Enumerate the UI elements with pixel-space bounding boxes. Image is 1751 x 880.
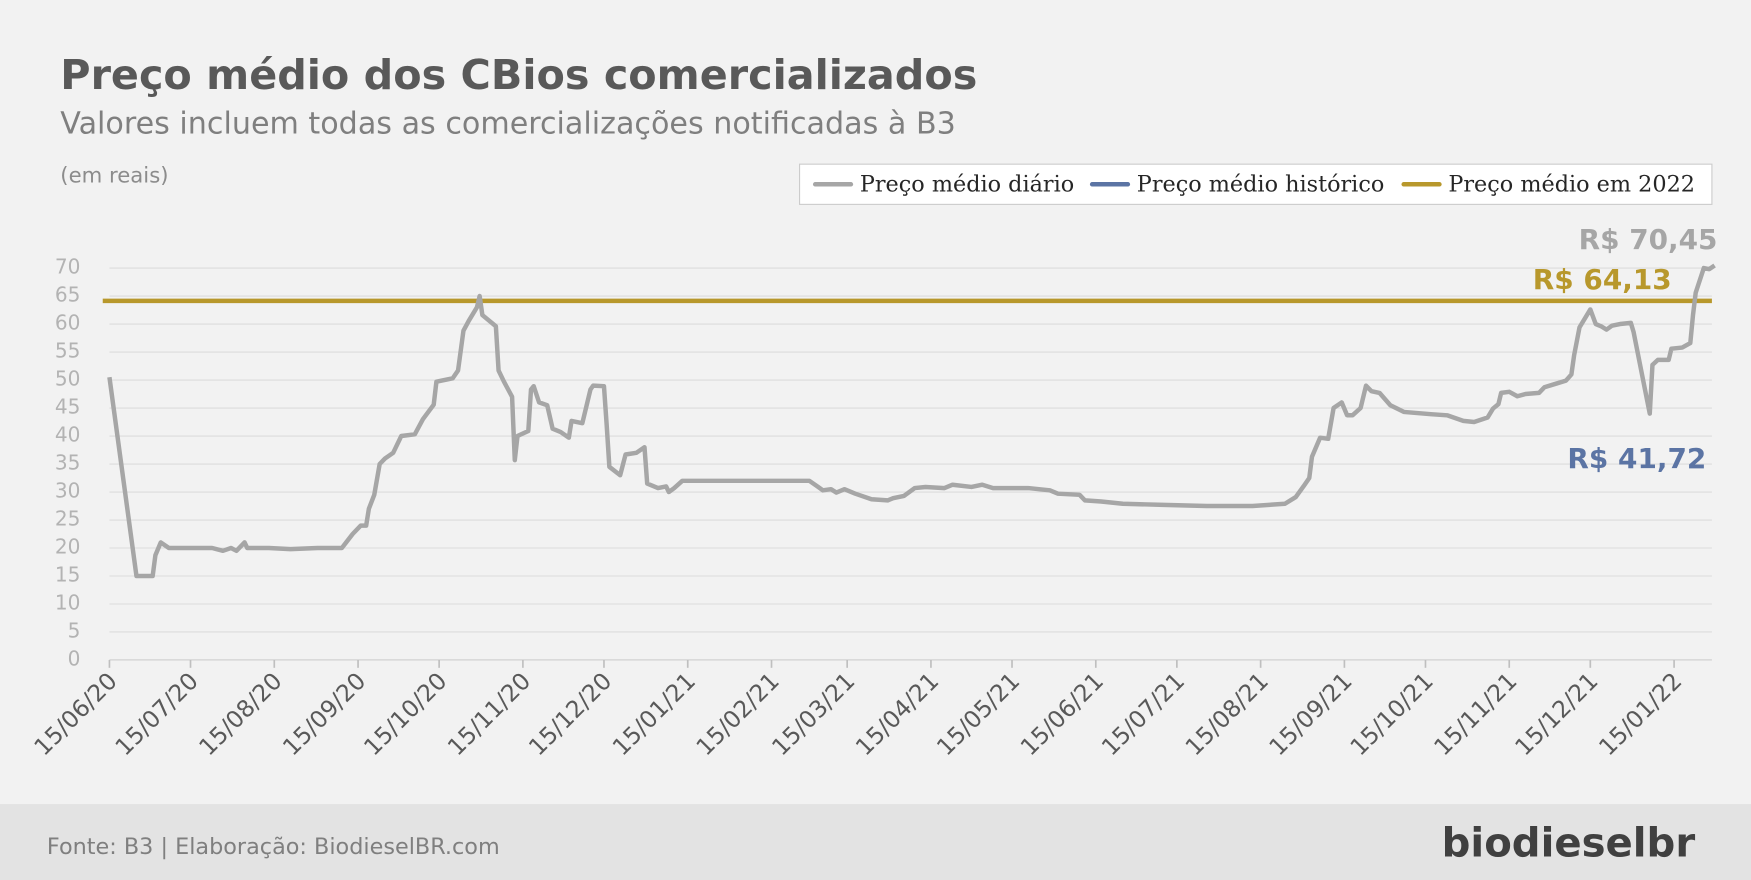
y-tick-label: 25: [55, 507, 81, 531]
y-tick-label: 5: [68, 618, 81, 642]
y-tick-label: 30: [55, 479, 81, 503]
y-tick-label: 45: [55, 395, 81, 419]
chart-subtitle: Valores incluem todas as comercializaçõe…: [60, 107, 956, 142]
legend-box: [799, 163, 1713, 205]
end-label: R$ 70,45: [1579, 223, 1718, 256]
reference-label: R$ 41,72: [1567, 442, 1706, 475]
legend-label: Preço médio em 2022: [1448, 171, 1695, 197]
y-tick-label: 40: [55, 423, 81, 447]
data-line: [107, 263, 1716, 579]
y-tick-label: 60: [55, 311, 81, 335]
y-tick-label: 65: [55, 283, 81, 307]
y-tick-label: 35: [55, 451, 81, 475]
y-tick-label: 20: [55, 535, 81, 559]
y-tick-label: 50: [55, 367, 81, 391]
legend-label: Preço médio diário: [860, 171, 1074, 197]
logo: biodieselbr: [1442, 820, 1696, 866]
legend-label: Preço médio histórico: [1137, 171, 1384, 197]
reference-label: R$ 64,13: [1533, 263, 1672, 296]
y-tick-label: 10: [55, 590, 81, 614]
y-tick-label: 70: [55, 255, 81, 279]
y-tick-label: 0: [68, 646, 81, 670]
footer-band: [0, 804, 1751, 880]
source-note: Fonte: B3 | Elaboração: BiodieselBR.com: [47, 834, 500, 860]
y-tick-label: 15: [55, 562, 81, 586]
y-axis-label: (em reais): [60, 163, 168, 188]
y-tick-label: 55: [55, 339, 81, 363]
background: [0, 0, 1751, 804]
chart-title: Preço médio dos CBios comercializados: [60, 51, 977, 99]
